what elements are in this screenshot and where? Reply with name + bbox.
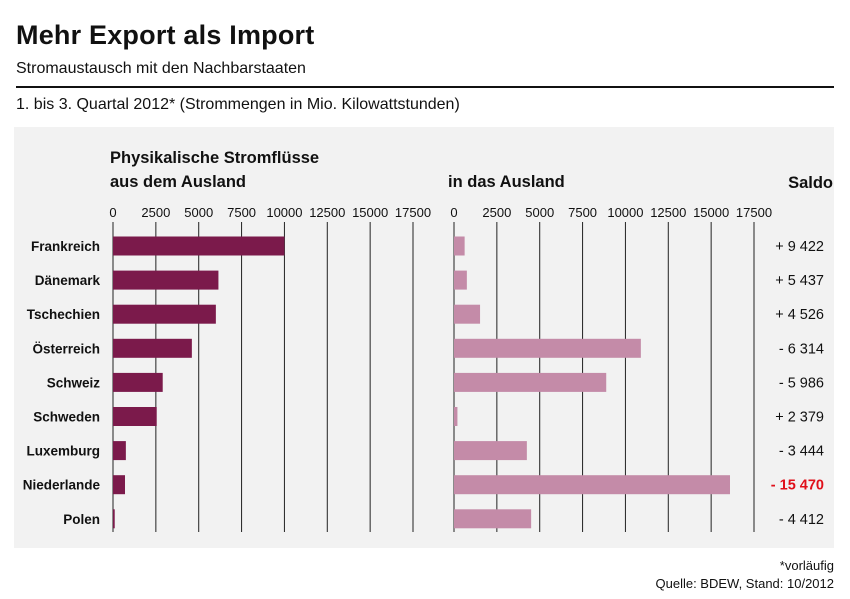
saldo-value: - 3 444 <box>779 444 824 460</box>
import-series-title: Physikalische Stromflüsse <box>110 149 319 167</box>
category-label: Luxemburg <box>26 444 100 459</box>
import-tick-label: 2500 <box>141 205 170 220</box>
saldo-value: + 9 422 <box>775 239 824 255</box>
export-tick-label: 17500 <box>736 205 772 220</box>
saldo-value: - 6 314 <box>779 341 824 357</box>
category-label: Österreich <box>32 341 100 356</box>
saldo-value: + 5 437 <box>775 273 824 289</box>
saldo-value: - 15 470 <box>771 478 824 494</box>
import-bar <box>113 338 192 358</box>
footnote: *vorläufig <box>779 558 834 573</box>
export-bar <box>454 407 458 426</box>
saldo-value: - 5 986 <box>779 375 824 391</box>
export-tick-label: 2500 <box>482 205 511 220</box>
export-bar <box>454 441 527 461</box>
category-label: Frankreich <box>31 239 100 254</box>
export-series-title: in das Ausland <box>448 173 565 191</box>
export-bar <box>454 304 481 324</box>
import-bar <box>113 304 216 324</box>
export-tick-label: 7500 <box>568 205 597 220</box>
import-tick-label: 5000 <box>184 205 213 220</box>
import-bar <box>113 475 125 495</box>
title-divider <box>16 86 834 88</box>
saldo-value: + 4 526 <box>775 307 824 323</box>
category-label: Dänemark <box>35 273 101 288</box>
import-tick-label: 17500 <box>395 205 431 220</box>
import-tick-label: 15000 <box>352 205 388 220</box>
export-bar <box>454 270 467 290</box>
export-bar <box>454 372 607 392</box>
saldo-value: - 4 412 <box>779 512 824 528</box>
export-bar <box>454 509 532 529</box>
period-label: 1. bis 3. Quartal 2012* (Strommengen in … <box>16 96 460 113</box>
import-tick-label: 12500 <box>309 205 345 220</box>
export-tick-label: 12500 <box>650 205 686 220</box>
import-bar <box>113 270 219 290</box>
page-title: Mehr Export als Import <box>16 20 315 50</box>
category-label: Niederlande <box>23 478 101 493</box>
export-tick-label: 0 <box>450 205 457 220</box>
export-tick-label: 15000 <box>693 205 729 220</box>
category-label: Schweden <box>33 410 100 425</box>
import-bar <box>113 509 115 529</box>
category-label: Schweiz <box>47 375 101 390</box>
export-tick-label: 10000 <box>607 205 643 220</box>
export-bar <box>454 475 730 495</box>
category-label: Polen <box>63 512 100 527</box>
source-label: Quelle: BDEW, Stand: 10/2012 <box>655 576 835 591</box>
import-bar <box>113 372 163 392</box>
import-bar <box>113 441 126 461</box>
export-bar <box>454 236 465 256</box>
import-bar <box>113 407 157 426</box>
export-bar <box>454 338 641 358</box>
import-bar <box>113 236 285 256</box>
page-subtitle: Stromaustausch mit den Nachbarstaaten <box>16 60 306 77</box>
export-tick-label: 5000 <box>525 205 554 220</box>
saldo-header: Saldo <box>788 174 833 192</box>
category-label: Tschechien <box>27 307 100 322</box>
import-tick-label: 0 <box>109 205 116 220</box>
import-series-title: aus dem Ausland <box>110 173 246 191</box>
saldo-value: + 2 379 <box>775 410 824 426</box>
import-tick-label: 7500 <box>227 205 256 220</box>
import-tick-label: 10000 <box>266 205 302 220</box>
